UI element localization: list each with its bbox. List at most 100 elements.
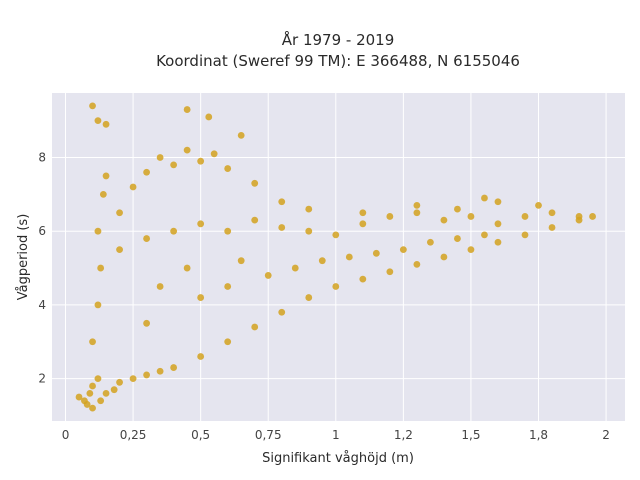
scatter-point xyxy=(89,404,96,412)
scatter-point xyxy=(83,401,91,408)
scatter-point xyxy=(116,378,123,386)
scatter-point xyxy=(143,371,150,379)
scatter-point xyxy=(454,205,461,213)
scatter-point xyxy=(224,283,232,290)
x-tick-label: 0 xyxy=(62,428,70,442)
x-tick-label: 0,5 xyxy=(191,428,210,442)
chart-subtitle: Koordinat (Sweref 99 TM): E 366488, N 61… xyxy=(156,52,520,70)
scatter-point xyxy=(116,209,123,217)
scatter-point xyxy=(413,260,421,268)
scatter-point xyxy=(97,264,105,272)
scatter-point xyxy=(399,246,407,254)
scatter-point xyxy=(143,235,150,242)
scatter-point xyxy=(359,275,367,283)
scatter-point xyxy=(89,102,96,110)
x-tick-label: 1,2 xyxy=(394,428,413,442)
scatter-point xyxy=(183,106,191,113)
scatter-point xyxy=(305,205,313,213)
scatter-point xyxy=(575,213,583,220)
data-points xyxy=(75,102,596,412)
scatter-point xyxy=(102,389,110,397)
scatter-point xyxy=(345,253,353,261)
scatter-point xyxy=(197,294,205,301)
scatter-point xyxy=(278,224,286,231)
x-tick-label: 0,25 xyxy=(120,428,147,442)
scatter-point xyxy=(170,364,178,371)
scatter-point xyxy=(75,393,83,401)
scatter-point xyxy=(278,198,286,206)
scatter-point xyxy=(89,338,96,346)
scatter-point xyxy=(440,253,448,261)
scatter-point xyxy=(237,257,245,265)
scatter-point xyxy=(305,227,313,235)
grid xyxy=(52,93,625,421)
scatter-point xyxy=(494,238,502,246)
scatter-point xyxy=(548,209,556,217)
x-tick-label: 1,8 xyxy=(529,428,548,442)
scatter-point xyxy=(102,172,110,180)
chart-title: År 1979 - 2019 xyxy=(282,30,395,49)
scatter-point xyxy=(494,220,502,228)
scatter-point xyxy=(197,353,205,360)
scatter-point xyxy=(332,283,340,290)
scatter-point xyxy=(332,231,340,239)
scatter-point xyxy=(205,113,213,121)
scatter-point xyxy=(197,157,205,165)
x-tick-label: 0,75 xyxy=(255,428,282,442)
scatter-point xyxy=(156,154,164,161)
y-tick-label: 4 xyxy=(38,298,46,312)
scatter-point xyxy=(183,146,191,154)
scatter-point xyxy=(110,386,118,394)
scatter-point xyxy=(521,231,529,239)
scatter-point xyxy=(86,389,94,397)
scatter-point xyxy=(94,227,102,235)
scatter-point xyxy=(251,179,259,187)
scatter-point xyxy=(440,216,448,224)
scatter-point xyxy=(372,249,380,257)
scatter-point xyxy=(251,216,259,224)
scatter-point xyxy=(99,190,107,198)
x-axis-ticks: 0 0,25 0,5 0,75 1 1,2 1,5 1,8 2 xyxy=(62,428,610,442)
scatter-point xyxy=(251,323,259,331)
scatter-point xyxy=(413,202,421,209)
scatter-point xyxy=(426,238,434,246)
scatter-point xyxy=(94,117,102,125)
x-tick-label: 1,5 xyxy=(461,428,480,442)
scatter-point xyxy=(413,209,421,217)
scatter-point xyxy=(318,257,326,265)
y-tick-label: 6 xyxy=(38,224,46,238)
scatter-point xyxy=(116,246,123,254)
scatter-point xyxy=(589,213,596,220)
scatter-point xyxy=(94,375,102,383)
scatter-point xyxy=(94,301,102,309)
scatter-point xyxy=(494,198,502,206)
scatter-point xyxy=(170,227,178,235)
scatter-point xyxy=(535,202,542,209)
y-axis-ticks: 2 4 6 8 xyxy=(38,150,46,385)
scatter-point xyxy=(291,264,299,272)
scatter-point xyxy=(143,319,150,327)
scatter-point xyxy=(278,308,286,316)
scatter-point xyxy=(386,213,394,220)
scatter-point xyxy=(237,131,245,139)
scatter-point xyxy=(481,194,488,202)
scatter-point xyxy=(548,224,556,231)
scatter-point xyxy=(454,235,461,242)
scatter-point xyxy=(129,375,137,383)
y-tick-label: 2 xyxy=(38,372,46,386)
scatter-point xyxy=(129,183,137,191)
scatter-point xyxy=(210,150,218,158)
scatter-point xyxy=(197,220,205,228)
scatter-point xyxy=(481,231,488,239)
x-tick-label: 1 xyxy=(332,428,340,442)
scatter-point xyxy=(156,367,164,375)
scatter-point xyxy=(170,161,178,169)
scatter-point xyxy=(143,168,150,176)
scatter-point xyxy=(97,397,105,405)
scatter-point xyxy=(359,220,367,228)
plot-area xyxy=(52,93,625,421)
y-axis-label: Vågperiod (s) xyxy=(16,214,31,301)
scatter-point xyxy=(359,209,367,217)
scatter-point xyxy=(224,338,232,346)
